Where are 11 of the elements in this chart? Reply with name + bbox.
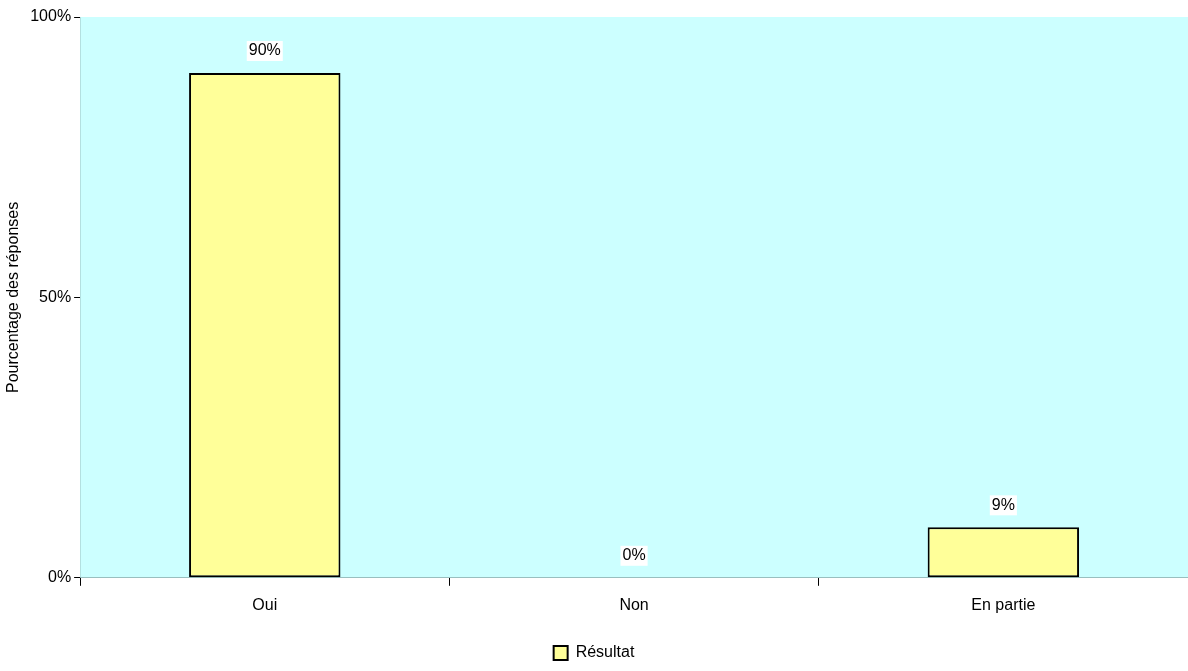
data-label: 0%: [622, 546, 646, 564]
data-label: 90%: [248, 41, 281, 59]
y-tick-label: 100%: [30, 7, 72, 25]
y-axis-title: Pourcentage des réponses: [4, 201, 22, 394]
data-label: 9%: [991, 495, 1015, 513]
x-tick-label: Non: [619, 595, 649, 613]
x-tick-label: En partie: [971, 595, 1036, 613]
x-tick-label: Oui: [252, 595, 278, 613]
y-tick-label: 50%: [39, 287, 72, 305]
y-tick-label: 0%: [48, 568, 72, 586]
legend-label: Résultat: [575, 643, 635, 661]
